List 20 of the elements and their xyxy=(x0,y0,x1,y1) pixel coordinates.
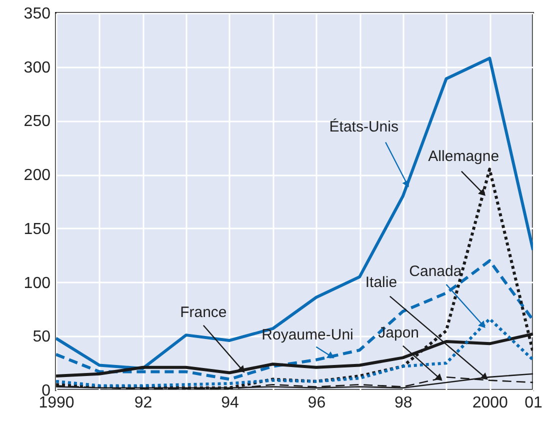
text: Canada xyxy=(409,263,462,280)
y-tick-label: 300 xyxy=(24,59,51,76)
series-label: Royaume-Uni xyxy=(262,326,354,344)
y-tick-label: 350 xyxy=(24,6,51,22)
y-tick-label: 150 xyxy=(24,220,51,238)
y-tick-label: 250 xyxy=(24,113,51,130)
series-label: Allemagne xyxy=(428,148,500,165)
text: Japon xyxy=(378,324,420,342)
y-tick-label: 100 xyxy=(24,274,51,292)
x-tick-label: 96 xyxy=(308,394,326,412)
y-tick-label: 200 xyxy=(24,167,51,184)
text: Italie xyxy=(365,274,398,291)
series-label: États-Unis xyxy=(329,118,398,136)
x-tick-label: 2000 xyxy=(472,394,508,412)
y-tick-label: 50 xyxy=(32,328,51,346)
x-tick-label: 94 xyxy=(221,394,239,412)
text: France xyxy=(180,304,227,321)
x-tick-label: 98 xyxy=(394,394,412,412)
x-tick-label: 01 xyxy=(524,394,542,412)
x-tick-label: 92 xyxy=(134,394,152,412)
